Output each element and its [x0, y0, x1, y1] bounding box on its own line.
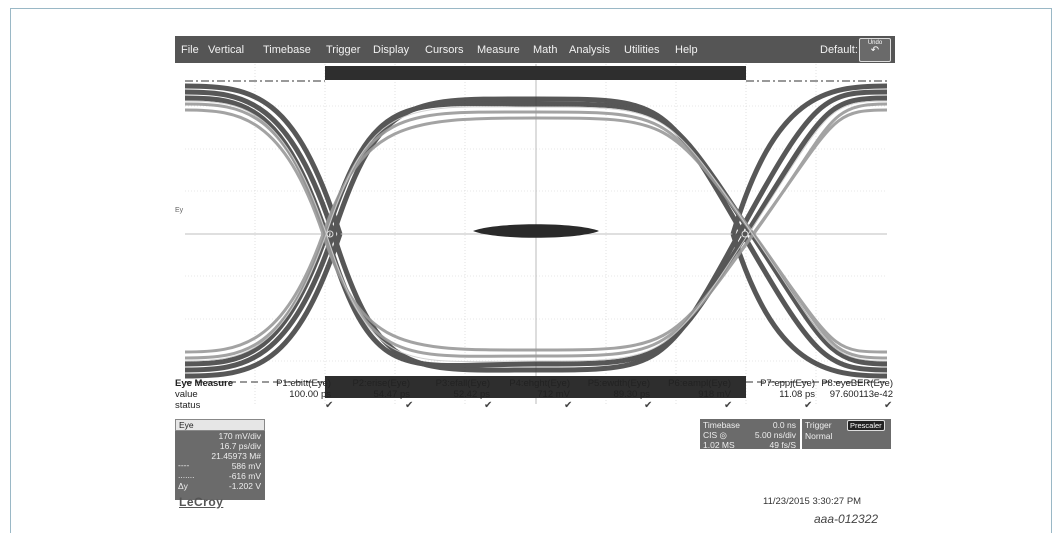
value-row-label: value — [175, 389, 198, 400]
param-value-8: 97.600113e-42 — [829, 389, 893, 400]
param-name-2[interactable]: P2:erise(Eye) — [352, 378, 410, 389]
menu-file[interactable]: File — [181, 44, 199, 56]
delta-label: Δy — [178, 481, 188, 491]
undo-button[interactable]: Undo ↶ — [859, 38, 891, 62]
eye-tdiv: 16.7 ps/div — [219, 441, 261, 451]
waveform-area — [184, 64, 888, 404]
crossing-right-marker — [741, 230, 749, 238]
status-ok-icon: ✔ — [564, 400, 573, 411]
status-ok-icon: ✔ — [884, 400, 893, 411]
crossing-left-marker — [326, 230, 334, 238]
upper-mask — [325, 66, 746, 80]
timebase-label: Timebase — [703, 420, 741, 430]
menu-vertical[interactable]: Vertical — [208, 44, 245, 56]
timebase-rate: 49 fs/S — [769, 440, 796, 450]
param-value-4: 712 mV — [537, 389, 570, 400]
timebase-tdiv: 5.00 ns/div — [754, 430, 796, 440]
default-setup-button[interactable]: Default: — [820, 44, 858, 56]
param-name-6[interactable]: P6:eampl(Eye) — [668, 378, 731, 389]
undo-arrow-icon: ↶ — [870, 45, 880, 56]
dot-cursor-icon: ....... — [178, 470, 195, 480]
menu-display[interactable]: Display — [373, 44, 410, 56]
eye-vdiv: 170 mV/div — [218, 431, 261, 441]
eye-traces-noise — [184, 100, 888, 363]
menu-utilities[interactable]: Utilities — [624, 44, 660, 56]
status-ok-icon: ✔ — [325, 400, 334, 411]
menu-bar: File Vertical Timebase Trigger Display C… — [175, 36, 895, 63]
measure-status-row: status ✔ ✔ ✔ ✔ ✔ ✔ ✔ ✔ — [175, 400, 895, 412]
dash-cursor-icon: ---- — [178, 460, 190, 470]
menu-analysis[interactable]: Analysis — [569, 44, 610, 56]
param-value-3: 52.42 ps — [453, 389, 490, 400]
trigger-mode: Normal — [805, 431, 833, 441]
eye-box-header: Eye — [175, 419, 265, 431]
param-name-3[interactable]: P3:efall(Eye) — [435, 378, 490, 389]
eye-dot-value: -616 mV — [228, 471, 261, 481]
menu-timebase[interactable]: Timebase — [263, 44, 311, 56]
param-value-1: 100.00 ps — [289, 389, 331, 400]
status-ok-icon: ✔ — [484, 400, 493, 411]
eye-dash-value: 586 mV — [231, 461, 261, 471]
measure-title: Eye Measure — [175, 378, 234, 389]
menu-trigger[interactable]: Trigger — [326, 44, 361, 56]
param-name-5[interactable]: P5:ewdth(Eye) — [587, 378, 650, 389]
menu-help[interactable]: Help — [675, 44, 698, 56]
status-ok-icon: ✔ — [724, 400, 733, 411]
figure-frame — [10, 8, 1052, 533]
param-name-1[interactable]: P1:ebitt(Eye) — [276, 378, 331, 389]
mode-indicator-icon: ◎ — [719, 430, 727, 440]
trace-label: Ey — [175, 207, 184, 214]
param-value-6: 918 mV — [698, 389, 731, 400]
eye-traces-light — [184, 102, 888, 360]
timestamp: 11/23/2015 3:30:27 PM — [763, 496, 862, 507]
trigger-box[interactable]: Trigger Prescaler Normal — [802, 419, 891, 449]
center-mask — [473, 224, 599, 238]
lower-mask — [325, 376, 746, 398]
timebase-box[interactable]: Timebase 0.0 ns CIS ◎ 5.00 ns/div 1.02 M… — [700, 419, 800, 450]
param-name-4[interactable]: P4:ehght(Eye) — [509, 378, 570, 389]
figure-reference: aaa-012322 — [814, 512, 879, 526]
status-ok-icon: ✔ — [804, 400, 813, 411]
status-row-label: status — [175, 400, 201, 411]
param-name-7[interactable]: P7:eppj(Eye) — [760, 378, 815, 389]
status-ok-icon: ✔ — [644, 400, 653, 411]
param-name-8[interactable]: P8:eyeBER(Eye) — [821, 378, 893, 389]
timebase-delay: 0.0 ns — [772, 420, 796, 430]
eye-delta-value: -1.202 V — [228, 481, 261, 491]
eye-diagram — [184, 64, 888, 404]
trigger-label: Trigger — [805, 420, 832, 430]
param-value-5: 89.30 ps — [613, 389, 650, 400]
eye-count: 21.45973 M# — [211, 451, 261, 461]
timebase-samples: 1.02 MS — [703, 440, 735, 450]
status-ok-icon: ✔ — [405, 400, 414, 411]
menu-measure[interactable]: Measure — [477, 44, 520, 56]
menu-cursors[interactable]: Cursors — [425, 44, 464, 56]
eye-trace-box[interactable]: Eye 170 mV/div 16.7 ps/div 21.45973 M# -… — [175, 419, 265, 500]
measure-value-row: value 100.00 ps 54.47 ps 52.42 ps 712 mV… — [175, 389, 895, 401]
param-value-7: 11.08 ps — [779, 389, 815, 400]
timebase-mode: CIS ◎ — [703, 430, 727, 440]
oscilloscope-screen: File Vertical Timebase Trigger Display C… — [175, 36, 895, 516]
prescaler-badge: Prescaler — [847, 420, 885, 431]
menu-math[interactable]: Math — [533, 44, 558, 56]
lecroy-logo: LeCroy — [179, 495, 224, 509]
param-value-2: 54.47 ps — [373, 389, 410, 400]
measure-header-row: Eye Measure P1:ebitt(Eye) P2:erise(Eye) … — [175, 378, 895, 390]
